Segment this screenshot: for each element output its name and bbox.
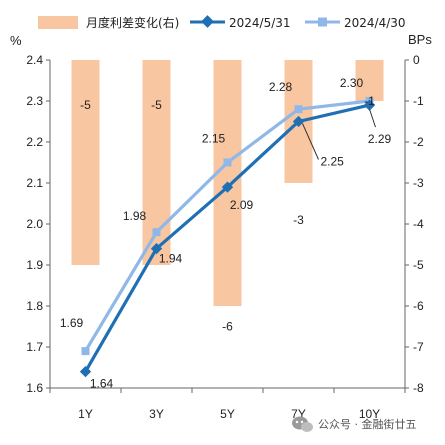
x-tick-label: 3Y: [149, 407, 164, 421]
data-labels: -5 -5 -6 -3 -1 1.64 1.94 2.09 2.25 2.29 1.69 1.98 2.…: [60, 76, 392, 391]
right-tick-label: -1: [413, 94, 424, 108]
bar-series: [71, 60, 384, 306]
left-tick-label: 1.9: [26, 258, 43, 272]
bar: [355, 60, 384, 101]
left-tick-label: 2.1: [26, 176, 43, 190]
legend-swatch-bar: [38, 16, 78, 29]
point-label-may: 2.25: [321, 155, 345, 169]
right-tick-label: -2: [413, 135, 424, 149]
left-axis-unit: %: [10, 33, 22, 48]
series-point: [223, 158, 232, 167]
left-axis-ticks: 1.6 1.7 1.8 1.9 2.0 2.1 2.2 2.3 2.4: [26, 53, 50, 395]
line-series: [79, 97, 376, 378]
right-axis-unit: BPs: [408, 32, 432, 47]
left-tick-label: 2.0: [26, 217, 43, 231]
point-label-may: 1.94: [159, 252, 183, 266]
bar-data-label: -3: [293, 213, 304, 227]
right-axis-ticks: -8 -7 -6 -5 -4 -3 -2 -1 0: [405, 53, 424, 395]
right-tick-label: -7: [413, 340, 424, 354]
right-tick-label: -8: [413, 381, 424, 395]
wechat-icon: [292, 416, 313, 432]
leader-line: [369, 108, 376, 128]
bar-data-label: -5: [80, 98, 91, 112]
watermark: 公众号 · 金融街廿五: [292, 416, 417, 432]
right-tick-label: -6: [413, 299, 424, 313]
leader-line: [302, 123, 319, 160]
bar-data-label: -6: [222, 320, 233, 334]
point-label-may: 1.64: [90, 377, 114, 391]
right-tick-label: -4: [413, 217, 424, 231]
legend-label-may: 2024/5/31: [229, 16, 291, 30]
bar-data-label: -1: [364, 94, 375, 108]
point-label-apr: 2.15: [202, 132, 226, 146]
left-tick-label: 2.2: [26, 135, 43, 149]
bar-data-label: -5: [151, 98, 162, 112]
left-tick-label: 2.3: [26, 94, 43, 108]
x-tick-label: 1Y: [78, 407, 93, 421]
legend-label-apr: 2024/4/30: [344, 16, 406, 30]
left-tick-label: 1.7: [26, 340, 43, 354]
legend-marker-may: [201, 15, 214, 28]
legend: 月度利差变化(右) 2024/5/31 2024/4/30: [38, 15, 406, 30]
bar: [71, 60, 100, 265]
left-tick-label: 1.8: [26, 299, 43, 313]
point-label-apr: 2.28: [269, 80, 293, 94]
watermark-text: 公众号 · 金融街廿五: [318, 417, 417, 431]
point-label-apr: 1.98: [123, 209, 147, 223]
left-tick-label: 2.4: [26, 53, 43, 67]
x-tick-label: 10Y: [359, 407, 380, 421]
series-point: [152, 228, 161, 237]
point-label-may: 2.29: [368, 132, 392, 146]
point-label-may: 2.09: [230, 198, 254, 212]
right-tick-label: 0: [413, 53, 420, 67]
right-tick-label: -3: [413, 176, 424, 190]
series-point: [221, 181, 234, 193]
x-tick-label: 5Y: [220, 407, 235, 421]
series-point: [294, 105, 303, 114]
x-axis-ticks: 1Y 3Y 5Y 7Y 10Y: [49, 388, 406, 421]
left-tick-label: 1.6: [26, 381, 43, 395]
point-label-apr: 1.69: [60, 316, 84, 330]
series-point: [150, 242, 163, 255]
point-label-apr: 2.30: [340, 76, 364, 90]
right-tick-label: -5: [413, 258, 424, 272]
series-point: [81, 347, 90, 356]
legend-label-bar: 月度利差变化(右): [86, 15, 179, 30]
legend-marker-apr: [318, 17, 327, 27]
